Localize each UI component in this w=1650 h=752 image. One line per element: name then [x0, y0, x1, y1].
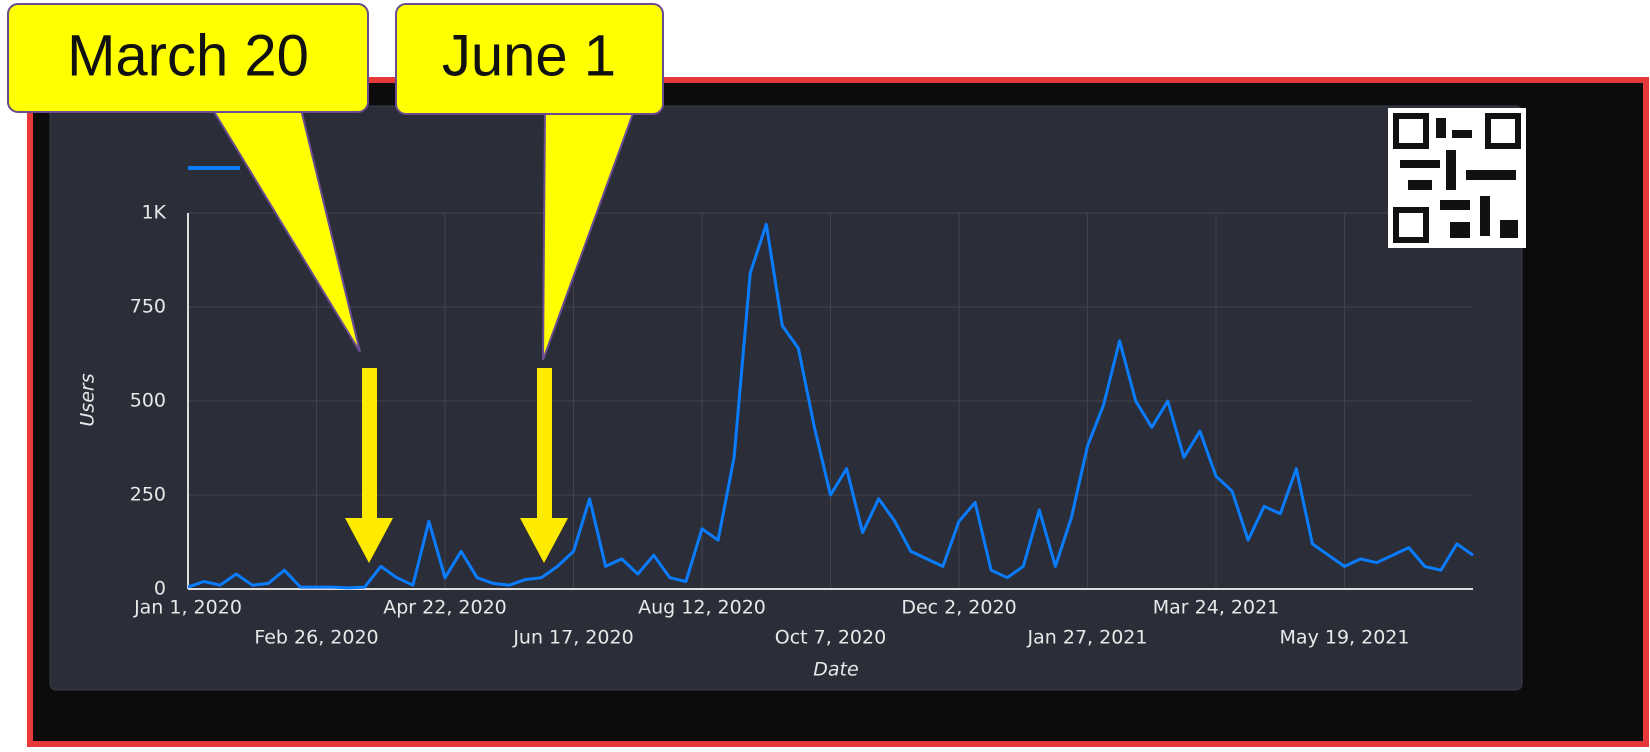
callout: [7, 3, 664, 361]
callout-label: March 20: [67, 23, 309, 88]
y-tick-label: 0: [154, 578, 166, 600]
data-line: [187, 222, 1474, 590]
x-tick-label: Jan 1, 2020: [133, 597, 242, 619]
x-tick-label: Aug 12, 2020: [638, 597, 766, 619]
y-tick-label: 250: [130, 484, 166, 506]
x-tick-label: May 19, 2021: [1280, 627, 1410, 649]
x-tick-label: Mar 24, 2021: [1153, 597, 1280, 619]
qr-code: [1388, 108, 1526, 248]
x-tick-label: Jun 17, 2020: [512, 627, 633, 649]
x-tick-label: Oct 7, 2020: [775, 627, 886, 649]
arrow: [345, 368, 568, 563]
panel: [49, 105, 1523, 691]
x-tick-label: Feb 26, 2020: [254, 627, 378, 649]
x-axis-label: Date: [813, 659, 858, 681]
y-tick-label: 1K: [141, 202, 166, 224]
x-tick-label: Jan 27, 2021: [1027, 627, 1148, 649]
x-tick-label: Dec 2, 2020: [901, 597, 1016, 619]
y-tick-label: 500: [130, 390, 166, 412]
callout-label: June 1: [442, 23, 616, 88]
y-axis-label: Users: [77, 373, 99, 426]
y-tick-label: 750: [130, 296, 166, 318]
x-tick-label: Apr 22, 2020: [383, 597, 507, 619]
